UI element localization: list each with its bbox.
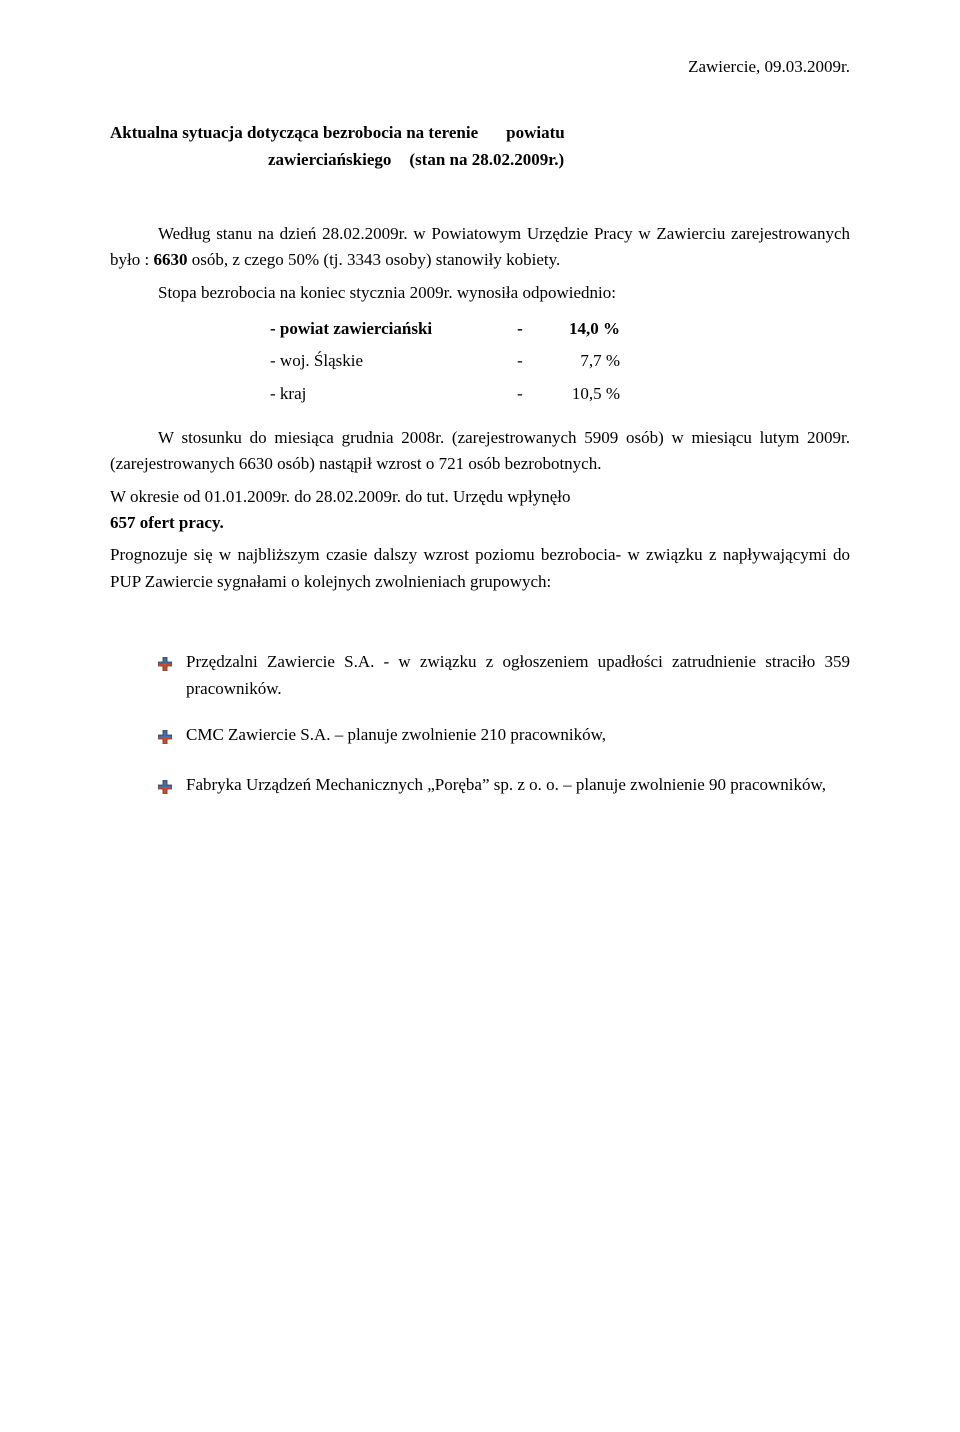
title-line2-b: (stan na 28.02.2009r.) <box>409 150 564 169</box>
title-line1-a: Aktualna sytuacja dotycząca bezrobocia n… <box>110 123 478 142</box>
plus-bullet-icon <box>158 776 172 802</box>
list-item-text: CMC Zawiercie S.A. – planuje zwolnienie … <box>186 722 850 748</box>
stat-dash: - <box>500 381 540 407</box>
stat-dash: - <box>500 348 540 374</box>
document-page: Zawiercie, 09.03.2009r. Aktualna sytuacj… <box>0 0 960 1432</box>
list-item: CMC Zawiercie S.A. – planuje zwolnienie … <box>110 722 850 752</box>
plus-bullet-icon <box>158 653 172 679</box>
stat-row: - powiat zawierciański - 14,0 % <box>110 316 850 342</box>
title-line1-b: powiatu <box>506 123 565 142</box>
intro-p1-bold: 6630 <box>153 250 187 269</box>
body-p4-before: W okresie od 01.01.2009r. do 28.02.2009r… <box>110 487 571 506</box>
list-item: Przędzalni Zawiercie S.A. - w związku z … <box>110 649 850 702</box>
title-line2-a: zawierciańskiego <box>268 150 391 169</box>
body-p4-bold: 657 ofert pracy. <box>110 513 224 532</box>
intro-paragraph-1: Według stanu na dzień 28.02.2009r. w Pow… <box>110 221 850 274</box>
body-paragraph-4: W okresie od 01.01.2009r. do 28.02.2009r… <box>110 484 850 537</box>
stat-value: 10,5 % <box>540 381 620 407</box>
spacer <box>110 601 850 641</box>
stat-label: - powiat zawierciański <box>270 316 500 342</box>
stat-label: - woj. Śląskie <box>270 348 500 374</box>
stat-value: 14,0 % <box>540 316 620 342</box>
plus-bullet-icon <box>158 726 172 752</box>
body-paragraph-5: Prognozuje się w najbliższym czasie dals… <box>110 542 850 595</box>
list-item: Fabryka Urządzeń Mechanicznych „Poręba” … <box>110 772 850 802</box>
list-item-text: Przędzalni Zawiercie S.A. - w związku z … <box>186 649 850 702</box>
stat-value: 7,7 % <box>540 348 620 374</box>
document-title: Aktualna sytuacja dotycząca bezrobocia n… <box>110 120 850 173</box>
stat-dash: - <box>500 316 540 342</box>
list-item-text: Fabryka Urządzeń Mechanicznych „Poręba” … <box>186 772 850 798</box>
stats-list: - powiat zawierciański - 14,0 % - woj. Ś… <box>110 316 850 407</box>
stat-row: - woj. Śląskie - 7,7 % <box>110 348 850 374</box>
date-location: Zawiercie, 09.03.2009r. <box>110 54 850 80</box>
stat-row: - kraj - 10,5 % <box>110 381 850 407</box>
intro-p1-after: osób, z czego 50% (tj. 3343 osoby) stano… <box>187 250 560 269</box>
body-paragraph-3: W stosunku do miesiąca grudnia 2008r. (z… <box>110 425 850 478</box>
bullet-list: Przędzalni Zawiercie S.A. - w związku z … <box>110 649 850 802</box>
intro-paragraph-2: Stopa bezrobocia na koniec stycznia 2009… <box>110 280 850 306</box>
stat-label: - kraj <box>270 381 500 407</box>
